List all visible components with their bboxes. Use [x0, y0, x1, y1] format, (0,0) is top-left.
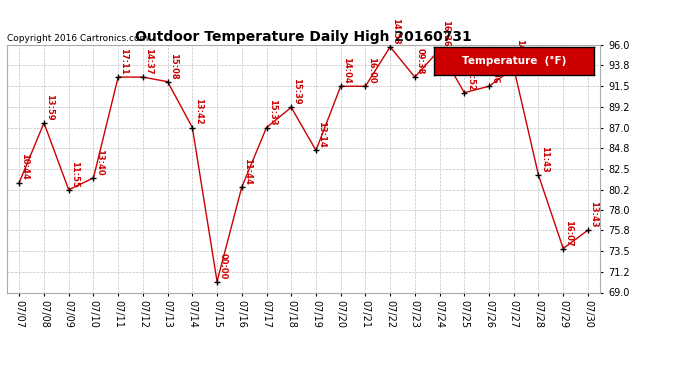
Text: 00:00: 00:00: [218, 253, 227, 279]
Text: 16:00: 16:00: [366, 57, 375, 84]
Text: 16:26: 16:26: [441, 20, 450, 47]
Text: 15:33: 15:33: [268, 99, 277, 125]
Text: 09:38: 09:38: [416, 48, 425, 75]
Title: Outdoor Temperature Daily High 20160731: Outdoor Temperature Daily High 20160731: [135, 30, 472, 44]
Text: 11:44: 11:44: [243, 158, 252, 185]
Text: 15:52: 15:52: [466, 63, 475, 90]
Text: 13:40: 13:40: [95, 149, 103, 176]
Text: 13:14: 13:14: [317, 122, 326, 148]
Text: 11:43: 11:43: [540, 146, 549, 173]
Text: 13:43: 13:43: [589, 201, 598, 228]
Text: 11:55: 11:55: [70, 160, 79, 188]
Text: 16:07: 16:07: [564, 220, 573, 246]
Text: 10:44: 10:44: [21, 153, 30, 180]
Text: 15:08: 15:08: [169, 53, 178, 80]
Text: 13:06: 13:06: [491, 57, 500, 84]
Text: 15:39: 15:39: [293, 78, 302, 105]
Text: 17:11: 17:11: [119, 48, 128, 75]
Text: 14:37: 14:37: [144, 48, 153, 75]
Text: 13:42: 13:42: [194, 99, 203, 125]
Text: 14:53: 14:53: [391, 18, 400, 45]
Text: 14:41: 14:41: [515, 39, 524, 66]
Text: 13:59: 13:59: [46, 94, 55, 121]
Text: 14:04: 14:04: [342, 57, 351, 84]
Text: Copyright 2016 Cartronics.com: Copyright 2016 Cartronics.com: [7, 33, 148, 42]
